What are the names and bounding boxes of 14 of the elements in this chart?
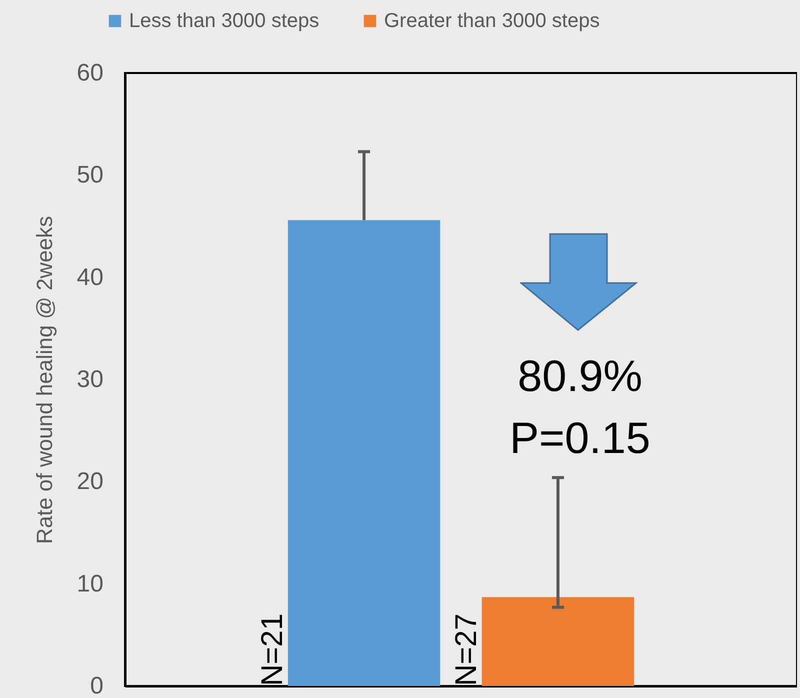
annotation: 80.9% [518, 352, 642, 401]
y-tick-label: 0 [90, 672, 104, 698]
annotation: N=21 [256, 613, 289, 686]
y-tick-label: 10 [76, 570, 104, 598]
y-tick-label: 50 [76, 162, 104, 189]
y-tick-label: 40 [76, 264, 104, 291]
annotation: P=0.15 [510, 414, 650, 463]
y-tick-label: 30 [76, 366, 104, 393]
legend-label: Greater than 3000 steps [384, 10, 600, 32]
y-axis-title: Rate of wound healing @ 2weeks [32, 216, 57, 544]
y-tick-label: 20 [76, 468, 104, 496]
y-tick-label: 60 [76, 60, 104, 86]
legend-label: Less than 3000 steps [129, 10, 320, 32]
annotation: N=27 [450, 613, 483, 686]
